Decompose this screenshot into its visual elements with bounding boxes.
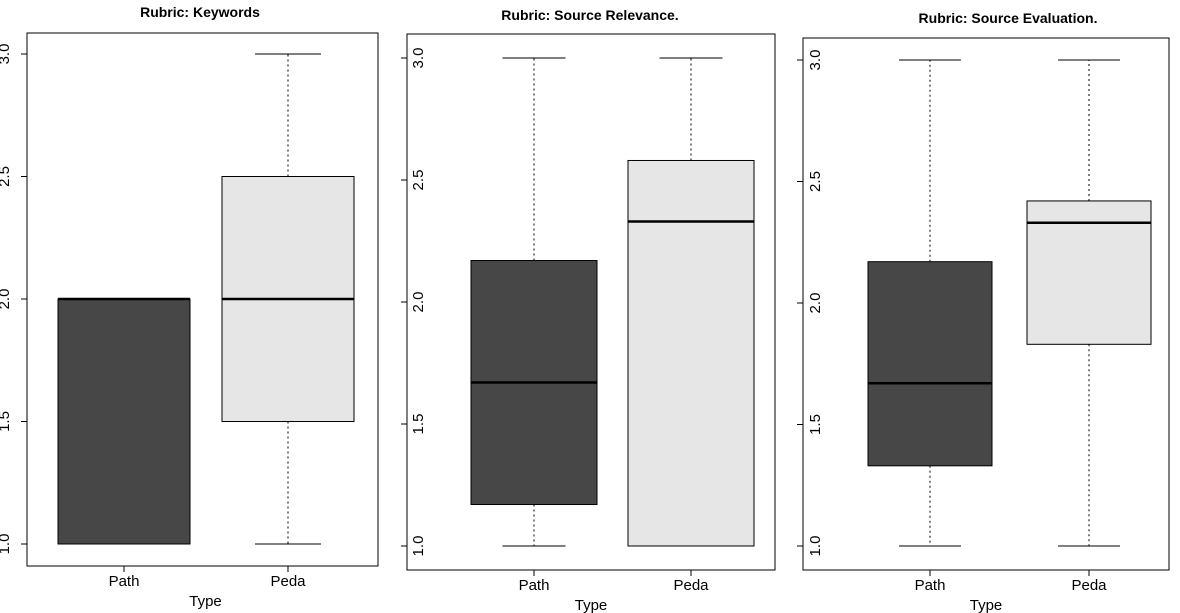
y-tick-label: 2.5 xyxy=(0,166,13,187)
x-tick-label: Path xyxy=(109,573,140,590)
chart-title: Rubric: Source Evaluation. xyxy=(919,10,1098,26)
box-path xyxy=(867,261,993,467)
y-tick-label: 2.0 xyxy=(0,289,13,310)
y-tick-label: 3.0 xyxy=(807,50,824,71)
x-tick-label: Path xyxy=(519,577,550,594)
y-tick-label: 3.0 xyxy=(410,48,427,69)
plot-frame xyxy=(802,37,1170,571)
x-axis-title: Type xyxy=(970,597,1003,613)
x-tick-label: Path xyxy=(915,577,946,594)
y-tick-label: 2.0 xyxy=(807,293,824,314)
y-tick-label: 1.5 xyxy=(410,414,427,435)
y-tick-label: 1.0 xyxy=(0,534,13,555)
box-path xyxy=(57,298,191,545)
y-tick-label: 1.5 xyxy=(0,411,13,432)
box-peda xyxy=(1026,200,1152,345)
x-tick-label: Peda xyxy=(1071,577,1107,594)
box-peda xyxy=(627,159,755,547)
y-tick-label: 3.0 xyxy=(0,44,13,65)
y-tick-label: 1.5 xyxy=(807,414,824,435)
x-axis-title: Type xyxy=(189,593,222,610)
y-tick-label: 1.0 xyxy=(807,536,824,557)
y-tick-label: 1.0 xyxy=(410,536,427,557)
y-tick-label: 2.0 xyxy=(410,292,427,313)
y-tick-label: 2.5 xyxy=(807,171,824,192)
x-axis-title: Type xyxy=(575,597,608,613)
chart-title: Rubric: Keywords xyxy=(140,4,260,20)
chart-title: Rubric: Source Relevance. xyxy=(501,7,678,23)
x-tick-label: Peda xyxy=(673,577,709,594)
y-tick-label: 2.5 xyxy=(410,170,427,191)
x-tick-label: Peda xyxy=(270,573,306,590)
